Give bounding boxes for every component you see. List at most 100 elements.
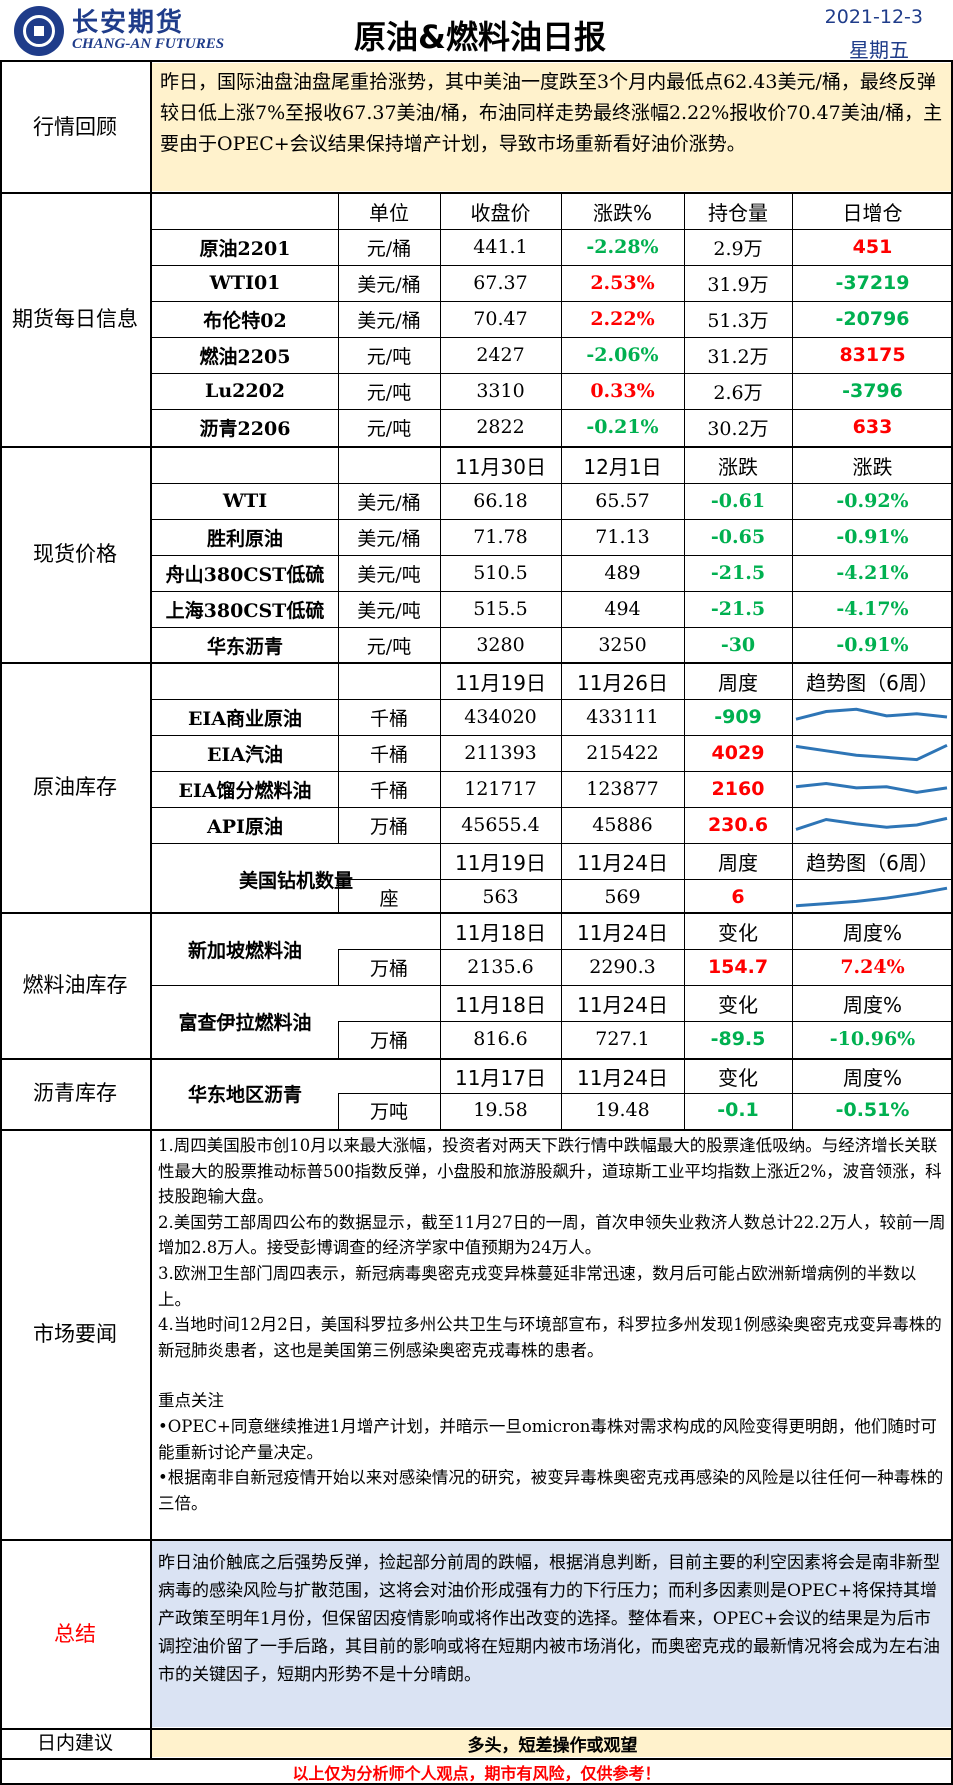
crude-item: API原油 bbox=[207, 815, 283, 838]
futures-header-cell: 单位 bbox=[369, 200, 409, 225]
spot-product: 舟山380CST低硫 bbox=[165, 563, 325, 586]
disclaimer: 以上仅为分析师个人观点，期市有风险，仅供参考！ bbox=[292, 1764, 661, 1783]
spot-price-2: 489 bbox=[604, 562, 641, 584]
futures-unit: 元/桶 bbox=[366, 237, 412, 260]
fuel-change: 154.7 bbox=[707, 956, 769, 978]
spot-price-2: 3250 bbox=[598, 634, 647, 656]
futures-change: 2.22% bbox=[590, 308, 655, 330]
asphalt-header-cell: 周度% bbox=[842, 1065, 902, 1090]
rig-header-cell: 周度 bbox=[718, 850, 758, 875]
futures-header-cell: 涨跌% bbox=[592, 200, 652, 225]
fuel-value-2: 2290.3 bbox=[589, 956, 656, 978]
futures-change: -2.28% bbox=[586, 236, 659, 258]
fuel-header-cell: 11月24日 bbox=[577, 992, 668, 1017]
crude-header-cell: 周度 bbox=[718, 670, 758, 695]
futures-contract: WTI01 bbox=[209, 272, 281, 294]
crude-value-1: 211393 bbox=[464, 742, 537, 764]
crude-item: EIA商业原油 bbox=[187, 707, 303, 730]
report-title: 原油&燃料油日报 bbox=[354, 18, 606, 56]
section-label-fuel-inv: 燃料油库存 bbox=[22, 973, 128, 997]
futures-oi-change: 83175 bbox=[839, 344, 906, 366]
rig-trend-sparkline bbox=[795, 886, 948, 908]
changan-logo-icon bbox=[14, 6, 64, 56]
spot-header-cell: 涨跌 bbox=[852, 454, 893, 479]
news-item: 1.周四美国股市创10月以来最大涨幅，投资者对两天下跌行情中跌幅最大的股票逢低吸… bbox=[158, 1136, 942, 1207]
advice-text: 多头，短差操作或观望 bbox=[152, 1729, 953, 1757]
trend-sparkline bbox=[795, 743, 948, 762]
spot-change-pct: -4.21% bbox=[836, 562, 909, 584]
report-weekday: 星期五 bbox=[849, 38, 909, 62]
crude-value-2: 215422 bbox=[586, 742, 659, 764]
section-label-advice: 日内建议 bbox=[36, 1732, 113, 1754]
crude-unit: 万桶 bbox=[369, 815, 408, 838]
futures-change: -0.21% bbox=[586, 416, 659, 438]
futures-oi-change: -20796 bbox=[835, 308, 910, 330]
focus-title: 重点关注 bbox=[158, 1391, 224, 1411]
report-date: 2021-12-3 bbox=[824, 6, 923, 28]
rig-header-cell: 趋势图（6周） bbox=[806, 850, 939, 875]
trend-line bbox=[795, 781, 948, 794]
spot-price-2: 494 bbox=[604, 598, 641, 620]
news-item: 3.欧洲卫生部门周四表示，新冠病毒奥密克戎变异株蔓延非常迅速，数月后可能占欧洲新… bbox=[158, 1263, 917, 1309]
review-text: 昨日，国际油盘油盘尾重拾涨势，其中美油一度跌至3个月内最低点62.43美元/桶，… bbox=[152, 63, 953, 191]
futures-change: -2.06% bbox=[586, 344, 659, 366]
rig-count-label: 美国钻机数量 bbox=[238, 869, 353, 892]
futures-close: 2427 bbox=[476, 344, 525, 366]
crude-header-cell: 11月26日 bbox=[577, 670, 668, 695]
fuel-inventory-name: 新加坡燃料油 bbox=[187, 939, 302, 962]
section-label-news: 市场要闻 bbox=[33, 1322, 117, 1346]
spot-header-cell: 12月1日 bbox=[583, 454, 662, 479]
trend-sparkline bbox=[795, 707, 948, 721]
section-label-summary: 总结 bbox=[54, 1622, 96, 1646]
section-label-crude-inv: 原油库存 bbox=[33, 775, 117, 799]
logo-cn-text: 长安期货 bbox=[72, 8, 185, 38]
rig-header-cell: 11月24日 bbox=[577, 850, 668, 875]
asphalt-header-cell: 变化 bbox=[718, 1065, 758, 1090]
spot-header-cell: 涨跌 bbox=[718, 454, 758, 479]
crude-value-2: 433111 bbox=[586, 706, 659, 728]
futures-open-interest: 2.6万 bbox=[713, 381, 763, 404]
crude-value-1: 434020 bbox=[464, 706, 537, 728]
futures-contract: Lu2202 bbox=[204, 380, 286, 402]
futures-header-cell: 日增仓 bbox=[842, 200, 903, 225]
asphalt-header-cell: 11月17日 bbox=[455, 1065, 546, 1090]
fuel-change: -89.5 bbox=[710, 1028, 766, 1050]
spot-price-1: 515.5 bbox=[473, 598, 528, 620]
spot-unit: 美元/吨 bbox=[357, 599, 421, 622]
crude-value-1: 121717 bbox=[464, 778, 537, 800]
spot-unit: 元/吨 bbox=[366, 635, 412, 658]
crude-header-cell: 11月19日 bbox=[455, 670, 546, 695]
section-label-asphalt-inv: 沥青库存 bbox=[33, 1081, 117, 1105]
section-label-spot: 现货价格 bbox=[33, 542, 117, 566]
trend-line bbox=[795, 707, 948, 721]
futures-contract: 燃油2205 bbox=[199, 345, 291, 368]
futures-contract: 沥青2206 bbox=[199, 417, 291, 440]
spot-header-cell: 11月30日 bbox=[455, 454, 546, 479]
crude-weekly-change: 4029 bbox=[711, 742, 765, 764]
spot-price-2: 71.13 bbox=[595, 526, 650, 548]
trend-sparkline bbox=[795, 781, 948, 794]
spot-product: WTI bbox=[222, 490, 268, 512]
crude-value-2: 123877 bbox=[586, 778, 659, 800]
futures-open-interest: 51.3万 bbox=[707, 309, 769, 332]
fuel-value-2: 727.1 bbox=[595, 1028, 650, 1050]
futures-unit: 美元/桶 bbox=[357, 273, 421, 296]
crude-header-cell: 趋势图（6周） bbox=[806, 670, 939, 695]
fuel-header-cell: 11月18日 bbox=[455, 992, 546, 1017]
rig-value-1: 563 bbox=[482, 886, 519, 908]
futures-oi-change: 451 bbox=[852, 236, 893, 258]
section-label-review: 行情回顾 bbox=[33, 115, 117, 139]
asphalt-change-pct: -0.51% bbox=[835, 1099, 910, 1121]
summary-text: 昨日油价触底之后强势反弹，捡起部分前周的跌幅，根据消息判断，目前主要的利空因素将… bbox=[152, 1541, 953, 1727]
rig-header-cell: 11月19日 bbox=[455, 850, 546, 875]
futures-unit: 美元/桶 bbox=[357, 309, 421, 332]
asphalt-header-cell: 11月24日 bbox=[577, 1065, 668, 1090]
logo-en-text: CHANG-AN FUTURES bbox=[72, 36, 225, 52]
futures-open-interest: 31.9万 bbox=[707, 273, 769, 296]
spot-change: -0.65 bbox=[710, 526, 766, 548]
fuel-unit: 万桶 bbox=[369, 1029, 408, 1052]
news-item: 4.当地时间12月2日，美国科罗拉多州公共卫生与环境部宣布，科罗拉多州发现1例感… bbox=[158, 1315, 942, 1360]
fuel-value-1: 2135.6 bbox=[467, 956, 534, 978]
spot-change-pct: -0.91% bbox=[836, 634, 909, 656]
spot-change-pct: -4.17% bbox=[836, 598, 909, 620]
